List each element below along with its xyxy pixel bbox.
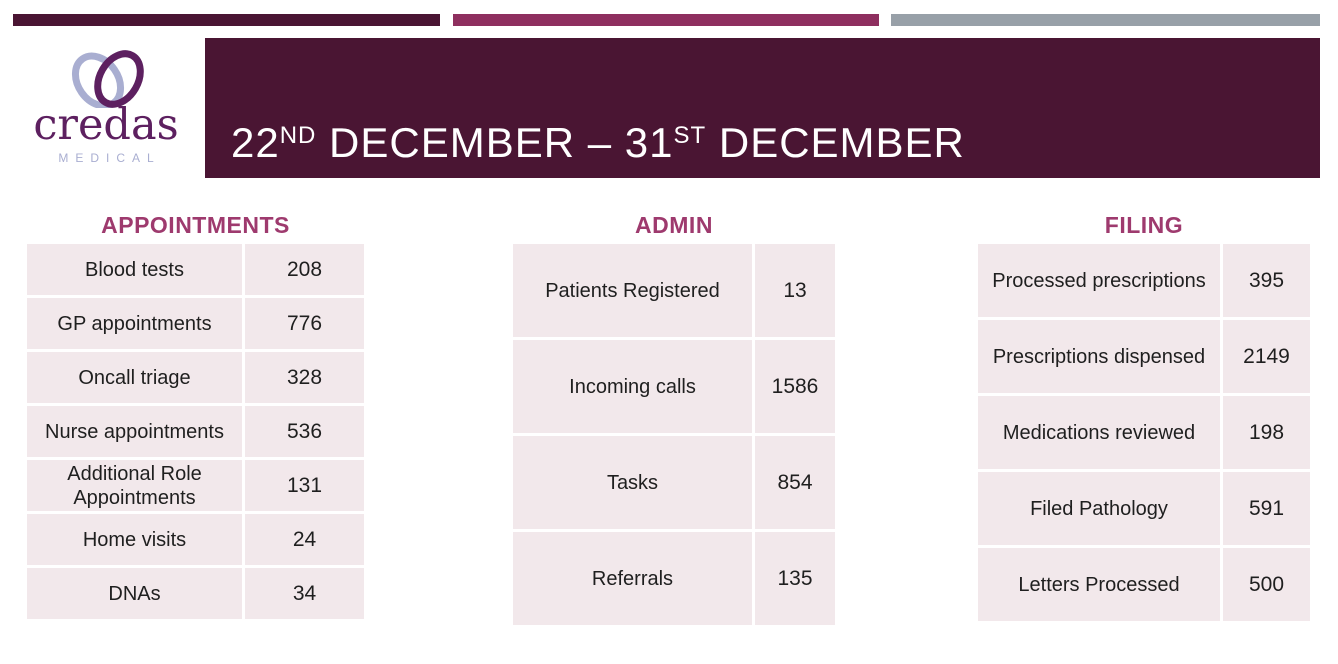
title-ordinal: ST	[673, 122, 707, 149]
table-row-label: DNAs	[27, 568, 242, 619]
appointments-table: Blood tests 208 GP appointments 776 Onca…	[27, 244, 364, 619]
top-accent-bar-maroon	[13, 14, 440, 26]
table-row-label: Medications reviewed	[978, 396, 1220, 469]
table-row-label: Processed prescriptions	[978, 244, 1220, 317]
table-row-label: Home visits	[27, 514, 242, 565]
title-part: DECEMBER – 31	[316, 119, 674, 166]
top-accent-bar-rose	[453, 14, 879, 26]
logo-brand-text: credas	[33, 100, 179, 150]
table-row-value: 135	[755, 532, 835, 625]
table-row-label: GP appointments	[27, 298, 242, 349]
table-row-label: Blood tests	[27, 244, 242, 295]
filing-section-title: FILING	[1104, 212, 1184, 238]
credas-medical-logo: credas MEDICAL	[21, 50, 191, 165]
table-row-label: Patients Registered	[513, 244, 752, 337]
table-row-label: Oncall triage	[27, 352, 242, 403]
slide-title-banner: 22ND DECEMBER – 31ST DECEMBER	[205, 38, 1320, 178]
logo-rings-icon	[71, 50, 144, 108]
filing-table: Processed prescriptions 395 Prescription…	[978, 244, 1310, 621]
table-row-value: 395	[1223, 244, 1310, 317]
table-row-value: 208	[245, 244, 364, 295]
title-part: 22	[231, 119, 280, 166]
appointments-section: APPOINTMENTS Blood tests 208 GP appointm…	[27, 211, 364, 619]
title-part: DECEMBER	[706, 119, 965, 166]
table-row-label: Letters Processed	[978, 548, 1220, 621]
top-accent-bar-gray	[891, 14, 1320, 26]
table-row-value: 1586	[755, 340, 835, 433]
table-row-label: Incoming calls	[513, 340, 752, 433]
table-row-label: Tasks	[513, 436, 752, 529]
table-row-value: 328	[245, 352, 364, 403]
table-row-value: 13	[755, 244, 835, 337]
table-row-value: 34	[245, 568, 364, 619]
admin-section-title: ADMIN	[635, 212, 713, 238]
table-row-value: 500	[1223, 548, 1310, 621]
table-row-label: Referrals	[513, 532, 752, 625]
table-row-label: Nurse appointments	[27, 406, 242, 457]
appointments-section-title: APPOINTMENTS	[101, 212, 290, 238]
title-ordinal: ND	[279, 122, 317, 149]
slide-title: 22ND DECEMBER – 31ST DECEMBER	[231, 122, 965, 164]
logo-tagline-text: MEDICAL	[58, 151, 161, 165]
filing-section: FILING Processed prescriptions 395 Presc…	[978, 211, 1310, 621]
table-row-value: 131	[245, 460, 364, 511]
table-row-value: 776	[245, 298, 364, 349]
table-row-label: Prescriptions dispensed	[978, 320, 1220, 393]
admin-table: Patients Registered 13 Incoming calls 15…	[513, 244, 835, 625]
admin-section: ADMIN Patients Registered 13 Incoming ca…	[513, 211, 835, 625]
table-row-label: Additional Role Appointments	[27, 460, 242, 511]
table-row-value: 198	[1223, 396, 1310, 469]
table-row-value: 854	[755, 436, 835, 529]
table-row-value: 591	[1223, 472, 1310, 545]
table-row-value: 24	[245, 514, 364, 565]
table-row-value: 536	[245, 406, 364, 457]
table-row-label: Filed Pathology	[978, 472, 1220, 545]
table-row-value: 2149	[1223, 320, 1310, 393]
